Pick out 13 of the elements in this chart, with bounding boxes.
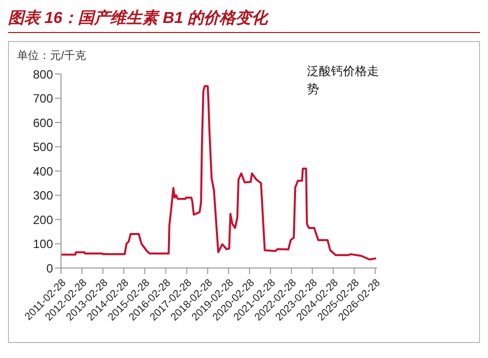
y-tick-label: 700 <box>32 92 54 106</box>
y-tick-label: 100 <box>32 237 54 252</box>
y-tick-label: 0 <box>46 261 54 276</box>
text: 泛酸钙价格走势 <box>307 63 379 98</box>
y-tick-label: 200 <box>32 212 54 227</box>
line-series <box>61 85 377 261</box>
y-axis-title: 单位：元/千克 <box>17 49 86 63</box>
y-tick-label: 600 <box>32 116 54 130</box>
y-tick-label: 800 <box>32 67 54 82</box>
y-tick-label: 500 <box>32 140 54 154</box>
chart-title: 图表 16：国产维生素 B1 的价格变化 <box>8 8 480 33</box>
y-tick-label: 400 <box>32 164 54 178</box>
y-tick-label: 300 <box>32 188 54 203</box>
